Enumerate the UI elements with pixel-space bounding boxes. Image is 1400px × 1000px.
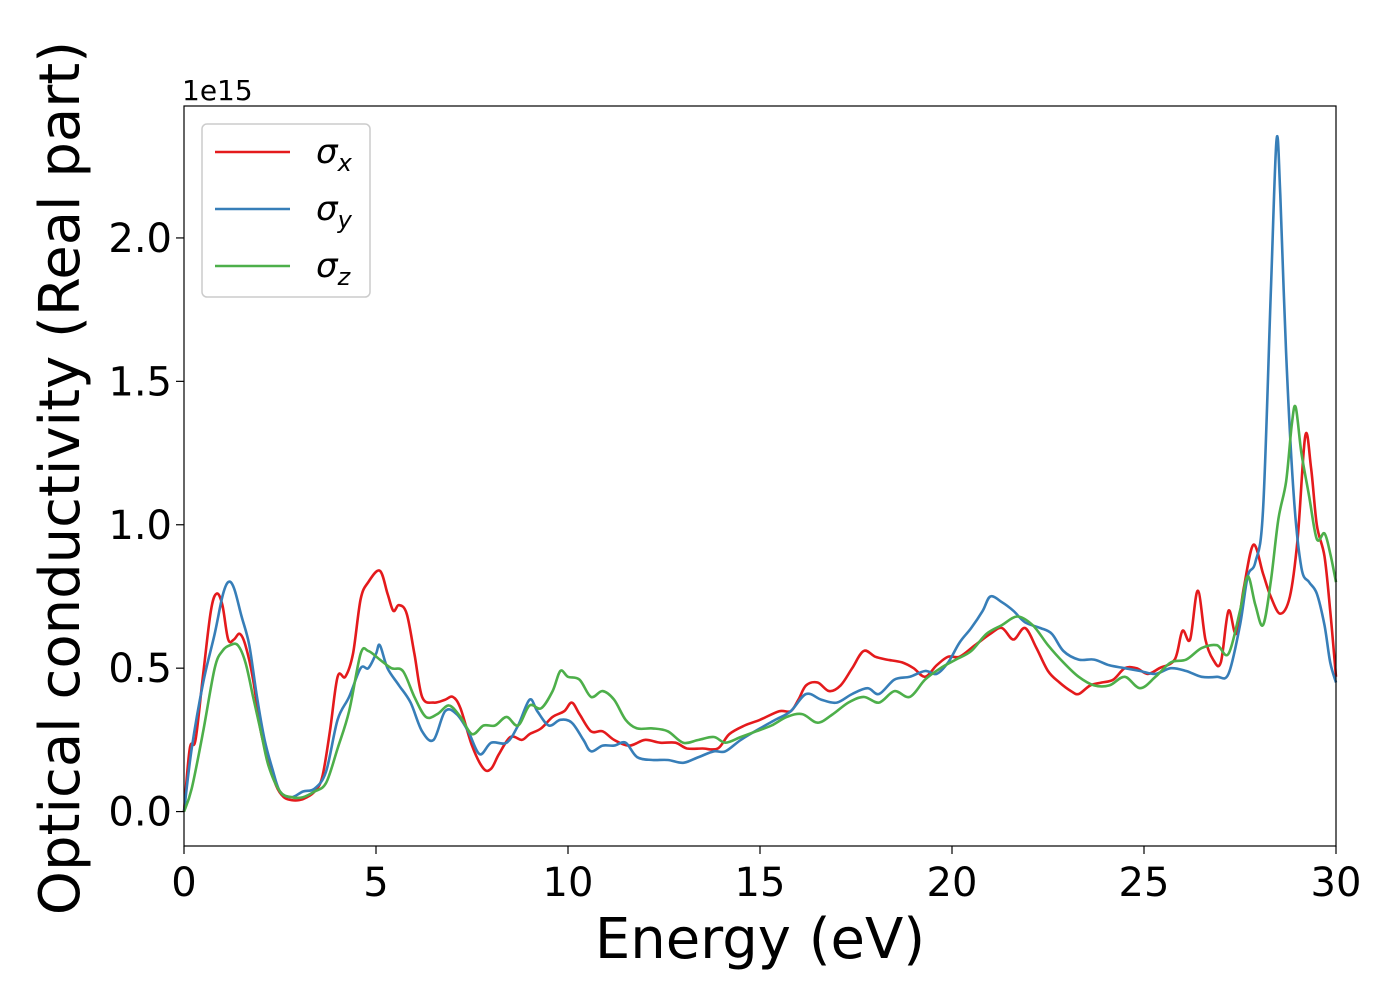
y-axis-title: Optical conductivity (Real part)	[28, 41, 93, 915]
x-axis-title: Energy (eV)	[595, 907, 925, 972]
x-tick-label: 5	[363, 860, 388, 906]
y-offset-label: 1e15	[182, 74, 253, 107]
series-line-z	[182, 404, 1338, 813]
series-lines	[182, 134, 1338, 813]
legend-subscript: y	[337, 206, 353, 234]
x-tick-label: 20	[927, 860, 978, 906]
x-tick-label: 15	[735, 860, 786, 906]
x-tick-label: 10	[543, 860, 594, 906]
legend-symbol: σ	[316, 132, 339, 172]
legend-symbol: σ	[316, 246, 339, 286]
x-tick-label: 30	[1311, 860, 1362, 906]
y-tick-label: 0.5	[108, 646, 172, 692]
legend-subscript: x	[337, 149, 353, 177]
x-tick-label: 0	[171, 860, 196, 906]
series-line-y	[182, 134, 1338, 812]
y-axis-ticks: 0.0 0.5 1.0 1.5 2.0	[108, 216, 184, 836]
legend-frame	[201, 123, 371, 298]
x-axis-ticks: 0 5 10 15 20 25 30	[171, 846, 1361, 906]
legend-label-z: σz	[316, 246, 352, 291]
y-tick-label: 1.0	[108, 503, 172, 549]
legend-symbol: σ	[316, 189, 339, 229]
y-tick-label: 1.5	[108, 359, 172, 405]
x-tick-label: 25	[1119, 860, 1170, 906]
y-tick-label: 2.0	[108, 216, 172, 262]
legend-subscript: z	[337, 263, 352, 291]
legend-label-x: σx	[316, 132, 353, 177]
y-tick-label: 0.0	[108, 790, 172, 836]
legend-label-y: σy	[316, 189, 353, 234]
